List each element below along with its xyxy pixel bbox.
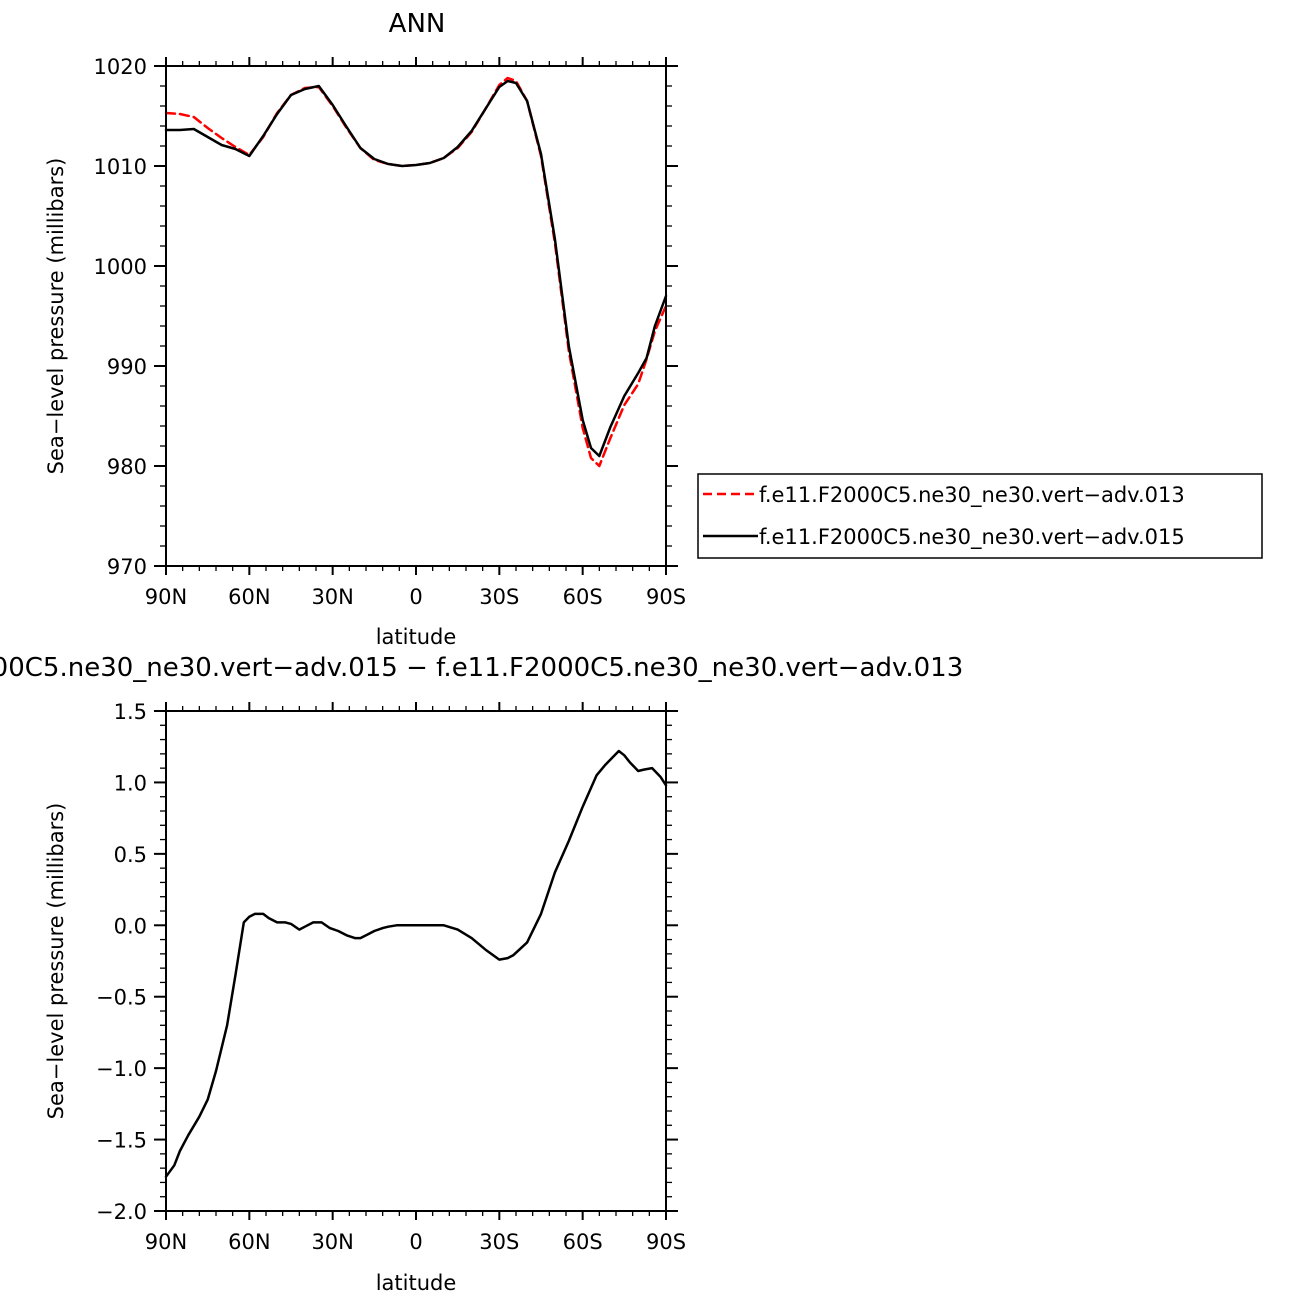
series-line-1 [164, 76, 668, 468]
y-tick-label: 1000 [94, 255, 147, 279]
series-layer [164, 749, 668, 1178]
x-axis-label: latitude [376, 625, 457, 649]
series-line-2 [164, 79, 668, 458]
x-tick-label: 60N [228, 1230, 270, 1254]
y-tick-label: 970 [107, 555, 147, 579]
y-axis-label: Sea−level pressure (millibars) [44, 803, 68, 1120]
x-tick-label: 30N [311, 585, 353, 609]
x-tick-label: 30S [479, 1230, 519, 1254]
y-tick-label: 980 [107, 455, 147, 479]
y-tick-label: −1.0 [96, 1057, 147, 1081]
y-tick-label: −2.0 [96, 1200, 147, 1224]
x-tick-label: 60S [563, 585, 603, 609]
x-tick-label: 90S [646, 1230, 686, 1254]
legend-box [697, 473, 1263, 559]
plot-frame [165, 65, 667, 567]
series-layer [164, 76, 668, 468]
x-tick-label: 60S [563, 1230, 603, 1254]
panel-title: f.e11.F2000C5.ne30_ne30.vert−adv.015 − f… [0, 653, 963, 683]
x-tick-label: 30S [479, 585, 519, 609]
y-tick-label: −1.5 [96, 1129, 147, 1153]
y-tick-label: 1020 [94, 55, 147, 79]
x-axis-label: latitude [376, 1271, 457, 1295]
x-tick-label: 0 [409, 1230, 422, 1254]
y-tick-label: 1.0 [114, 771, 147, 795]
y-tick-label: 0.0 [114, 914, 147, 938]
y-tick-label: 0.5 [114, 843, 147, 867]
panel-title: ANN [389, 9, 446, 39]
y-tick-label: 1010 [94, 155, 147, 179]
y-tick-label: −0.5 [96, 986, 147, 1010]
x-tick-label: 90N [145, 1230, 187, 1254]
panel-difference: f.e11.F2000C5.ne30_ne30.vert−adv.015 − f… [0, 653, 963, 1295]
y-tick-label: 990 [107, 355, 147, 379]
legend-label-015: f.e11.F2000C5.ne30_ne30.vert−adv.015 [759, 525, 1185, 550]
y-tick-label: 1.5 [114, 700, 147, 724]
x-tick-label: 60N [228, 585, 270, 609]
series-line-1 [164, 749, 668, 1178]
legend-label-013: f.e11.F2000C5.ne30_ne30.vert−adv.013 [759, 483, 1185, 508]
legend: f.e11.F2000C5.ne30_ne30.vert−adv.013 f.e… [697, 473, 1263, 559]
x-tick-label: 90S [646, 585, 686, 609]
x-tick-label: 30N [311, 1230, 353, 1254]
tick-layer: 90N 60N 30N 0 30S 60S 90S −2.0 −1.5 −1.0 −0.5 0.0 0.… [96, 700, 686, 1254]
x-tick-label: 0 [409, 585, 422, 609]
panel-annual-slp: ANN 90N 60N 30N 0 30S 60S 90S 970 980 990 1000 1010… [44, 9, 1263, 649]
x-tick-label: 90N [145, 585, 187, 609]
tick-layer: 90N 60N 30N 0 30S 60S 90S 970 980 990 1000 1010 1020 [94, 55, 686, 609]
y-axis-label: Sea−level pressure (millibars) [44, 158, 68, 475]
